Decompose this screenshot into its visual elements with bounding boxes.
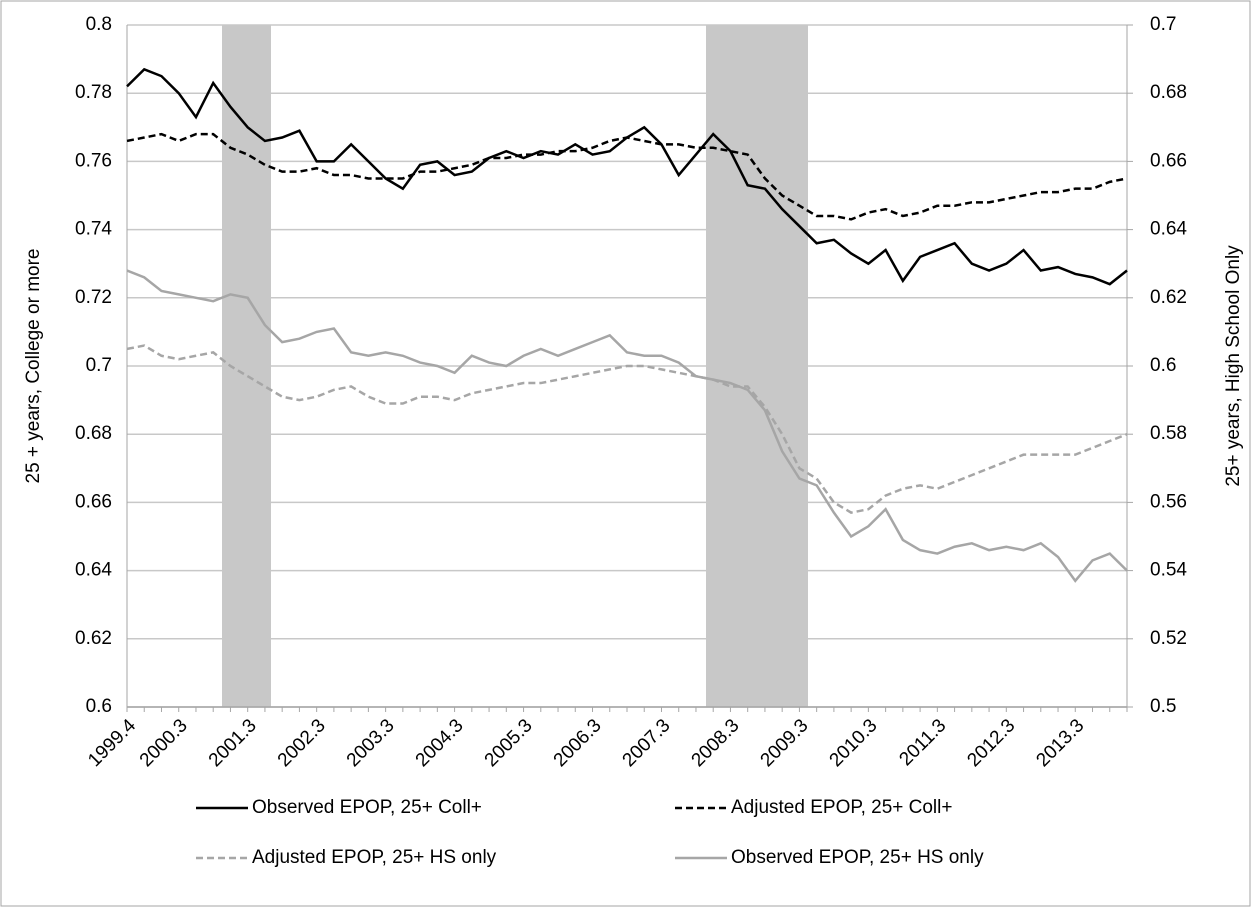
y-axis-label: 25 + years, College or more <box>23 249 44 484</box>
y-tick-label: 0.7 <box>86 355 112 376</box>
y2-tick-label: 0.64 <box>1150 219 1187 240</box>
legend-label: Adjusted EPOP, 25+ Coll+ <box>731 797 952 818</box>
y2-tick-label: 0.62 <box>1150 287 1187 308</box>
shaded-period <box>706 25 808 707</box>
y2-tick-label: 0.7 <box>1150 14 1176 35</box>
legend-label: Observed EPOP, 25+ Coll+ <box>252 797 482 818</box>
y-tick-label: 0.66 <box>75 491 112 512</box>
y-tick-label: 0.74 <box>75 219 112 240</box>
y2-tick-label: 0.6 <box>1150 355 1176 376</box>
y2-tick-label: 0.56 <box>1150 491 1187 512</box>
legend-label: Observed EPOP, 25+ HS only <box>731 847 984 868</box>
y-tick-label: 0.62 <box>75 628 112 649</box>
y-tick-label: 0.76 <box>75 150 112 171</box>
legend-label: Adjusted EPOP, 25+ HS only <box>252 847 497 868</box>
series-line <box>126 132 1128 221</box>
y2-tick-label: 0.58 <box>1150 423 1187 444</box>
series-line <box>126 269 1128 583</box>
y-tick-label: 0.64 <box>75 560 112 581</box>
y-tick-label: 0.72 <box>75 287 112 308</box>
y-tick-label: 0.8 <box>86 14 112 35</box>
y2-tick-label: 0.5 <box>1150 696 1176 717</box>
y-tick-label: 0.68 <box>75 423 112 444</box>
lines <box>126 67 1128 583</box>
y2-axis-label: 25+ years, High School Only <box>1223 245 1244 487</box>
y-tick-label: 0.6 <box>86 696 112 717</box>
y2-tick-label: 0.68 <box>1150 82 1187 103</box>
y-tick-label: 0.78 <box>75 82 112 103</box>
y2-tick-label: 0.54 <box>1150 560 1187 581</box>
y2-tick-label: 0.52 <box>1150 628 1187 649</box>
series-line <box>126 344 1128 514</box>
y2-tick-label: 0.66 <box>1150 150 1187 171</box>
